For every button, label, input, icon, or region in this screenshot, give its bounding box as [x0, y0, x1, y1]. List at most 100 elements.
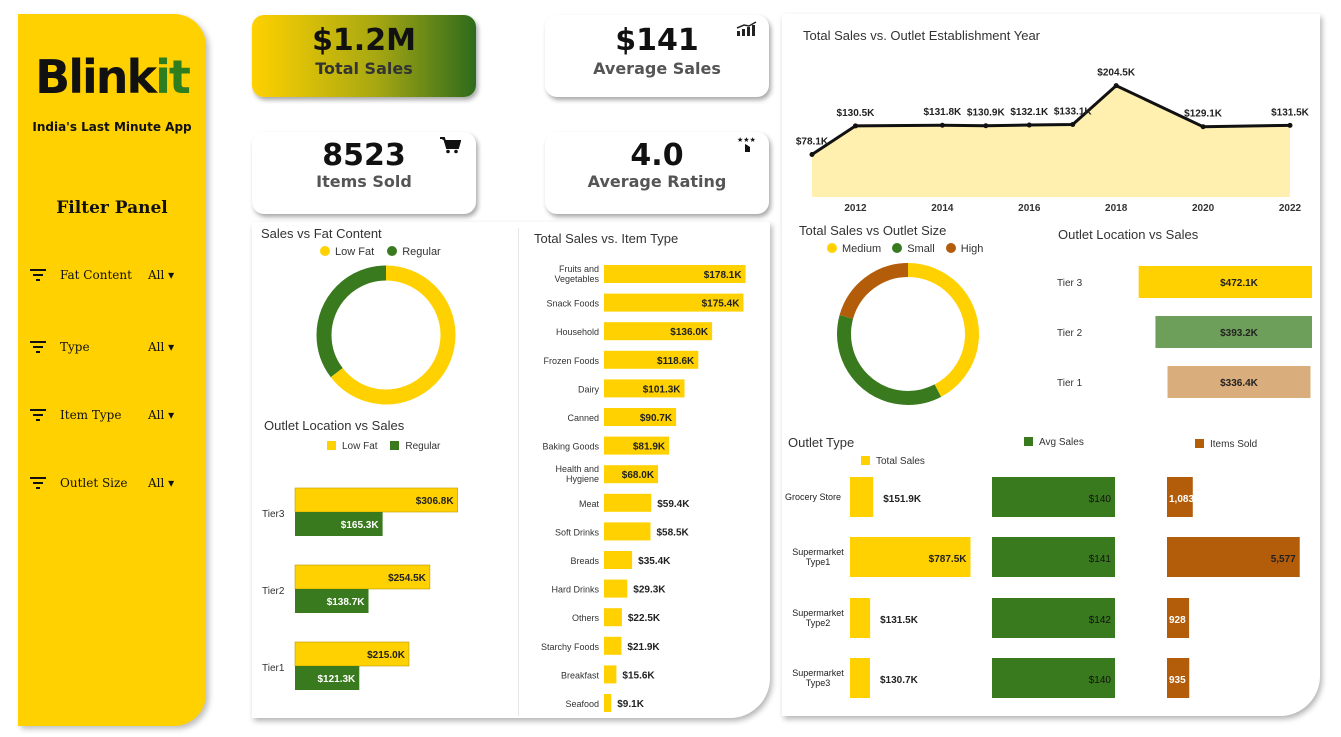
bar [1138, 266, 1312, 298]
area-fill [812, 85, 1290, 197]
category-label: Soft Drinks [555, 527, 600, 537]
data-point [983, 123, 989, 129]
legend-item: Items Sold [1195, 439, 1257, 450]
kpi-total-sales: $1.2M Total Sales [252, 15, 476, 97]
donut-slice [837, 263, 979, 405]
data-label: $131.8K [923, 107, 962, 118]
category-label: Type1 [806, 557, 831, 567]
filter-dropdown[interactable]: All ▾ [148, 408, 175, 422]
legend-item: Low Fat [320, 246, 374, 258]
kpi-value: $1.2M [312, 23, 416, 58]
bar [295, 666, 360, 690]
category-label: Seafood [565, 699, 599, 709]
bar [992, 658, 1115, 698]
data-label: $59.4K [657, 499, 690, 510]
category-label: Dairy [578, 384, 600, 394]
legend-item: Low Fat [327, 441, 378, 452]
filter-type[interactable]: Type All ▾ [30, 339, 190, 359]
x-tick-label: 2016 [1018, 203, 1041, 214]
data-label: 5,577 [1271, 554, 1296, 565]
outlet-type-chart: Grocery Store $151.9K $140 1,083 Supermarket… [785, 477, 1300, 698]
category-label: Starchy Foods [541, 642, 600, 652]
category-label: Type2 [806, 618, 831, 628]
bar [604, 665, 617, 684]
filter-icon [30, 409, 46, 421]
filter-outlet-size[interactable]: Outlet Size All ▾ [30, 475, 190, 495]
kpi-label: Total Sales [315, 59, 413, 78]
filter-icon [30, 269, 46, 281]
data-point [809, 151, 815, 157]
bar [1155, 316, 1312, 348]
data-point [1070, 122, 1076, 128]
filter-label: Type [60, 340, 90, 354]
filter-panel-title: Filter Panel [56, 198, 168, 218]
category-label: Canned [567, 413, 599, 423]
data-label: $178.1K [704, 270, 743, 281]
data-label: $140 [1089, 494, 1112, 505]
bar [850, 598, 871, 638]
x-tick-label: 2022 [1279, 203, 1302, 214]
data-label: $175.4K [702, 299, 741, 310]
category-label: Household [556, 327, 599, 337]
filter-dropdown[interactable]: All ▾ [148, 340, 175, 354]
donut-slice [316, 265, 456, 405]
kpi-items-sold: 8523 Items Sold [252, 132, 476, 214]
category-label: Tier 2 [1057, 328, 1083, 339]
category-label: Others [572, 613, 600, 623]
data-label: $204.5K [1097, 68, 1136, 79]
filter-item-type[interactable]: Item Type All ▾ [30, 407, 190, 427]
kpi-label: Average Sales [593, 59, 721, 78]
category-label: Snack Foods [546, 299, 599, 309]
data-label: $22.5K [628, 613, 661, 624]
data-label: $78.1K [796, 136, 829, 147]
data-label: $787.5K [929, 554, 968, 565]
bar [604, 408, 677, 426]
data-label: 1,083 [1169, 494, 1194, 505]
data-label: $9.1K [617, 699, 644, 710]
data-label: $129.1K [1184, 109, 1223, 120]
data-label: $140 [1089, 675, 1112, 686]
bar [604, 551, 633, 569]
data-label: $336.4K [1220, 378, 1259, 389]
category-label: Supermarket [792, 668, 844, 678]
bar [604, 522, 651, 541]
data-label: $35.4K [638, 556, 671, 567]
filter-icon [30, 341, 46, 353]
data-label: $165.3K [341, 520, 380, 531]
category-label: Hygiene [566, 474, 599, 484]
bar [850, 658, 870, 698]
kpi-value: 4.0 [630, 138, 684, 173]
category-label: Baking Goods [542, 442, 599, 452]
bar [1167, 658, 1190, 698]
legend-item: Regular [390, 441, 440, 452]
kpi-value: $141 [615, 23, 699, 58]
panel-divider [518, 228, 519, 716]
chart-title-fat-content: Sales vs Fat Content [261, 226, 382, 241]
chart-title-outlet-location: Outlet Location vs Sales [1058, 227, 1199, 242]
filter-dropdown[interactable]: All ▾ [148, 476, 175, 490]
bar [604, 608, 622, 627]
chevron-down-icon: ▾ [168, 340, 175, 354]
fat-content-donut [316, 265, 456, 405]
chart-title-outlet-size: Total Sales vs Outlet Size [799, 223, 947, 238]
x-tick-label: 2012 [844, 203, 867, 214]
legend-item: Regular [387, 246, 441, 258]
bar [850, 537, 971, 577]
data-label: $29.3K [633, 585, 666, 596]
donut-slice [837, 263, 979, 405]
bar [604, 579, 628, 598]
filter-label: Item Type [60, 408, 122, 422]
data-label: $130.7K [880, 675, 919, 686]
outlet-location-chart: $472.1K Tier 3 $393.2K Tier 2 $336.4K Tier 1 [1057, 266, 1312, 398]
bar [1167, 366, 1311, 398]
data-label: $472.1K [1220, 278, 1259, 289]
filter-fat-content[interactable]: Fat Content All ▾ [30, 267, 190, 287]
data-label: $142 [1089, 615, 1112, 626]
bar [604, 465, 659, 484]
data-label: $133.1K [1054, 107, 1093, 118]
bar [294, 641, 410, 667]
filter-dropdown[interactable]: All ▾ [148, 268, 175, 282]
category-label: Supermarket [792, 547, 844, 557]
data-label: $138.7K [327, 597, 366, 608]
data-label: $151.9K [883, 494, 922, 505]
